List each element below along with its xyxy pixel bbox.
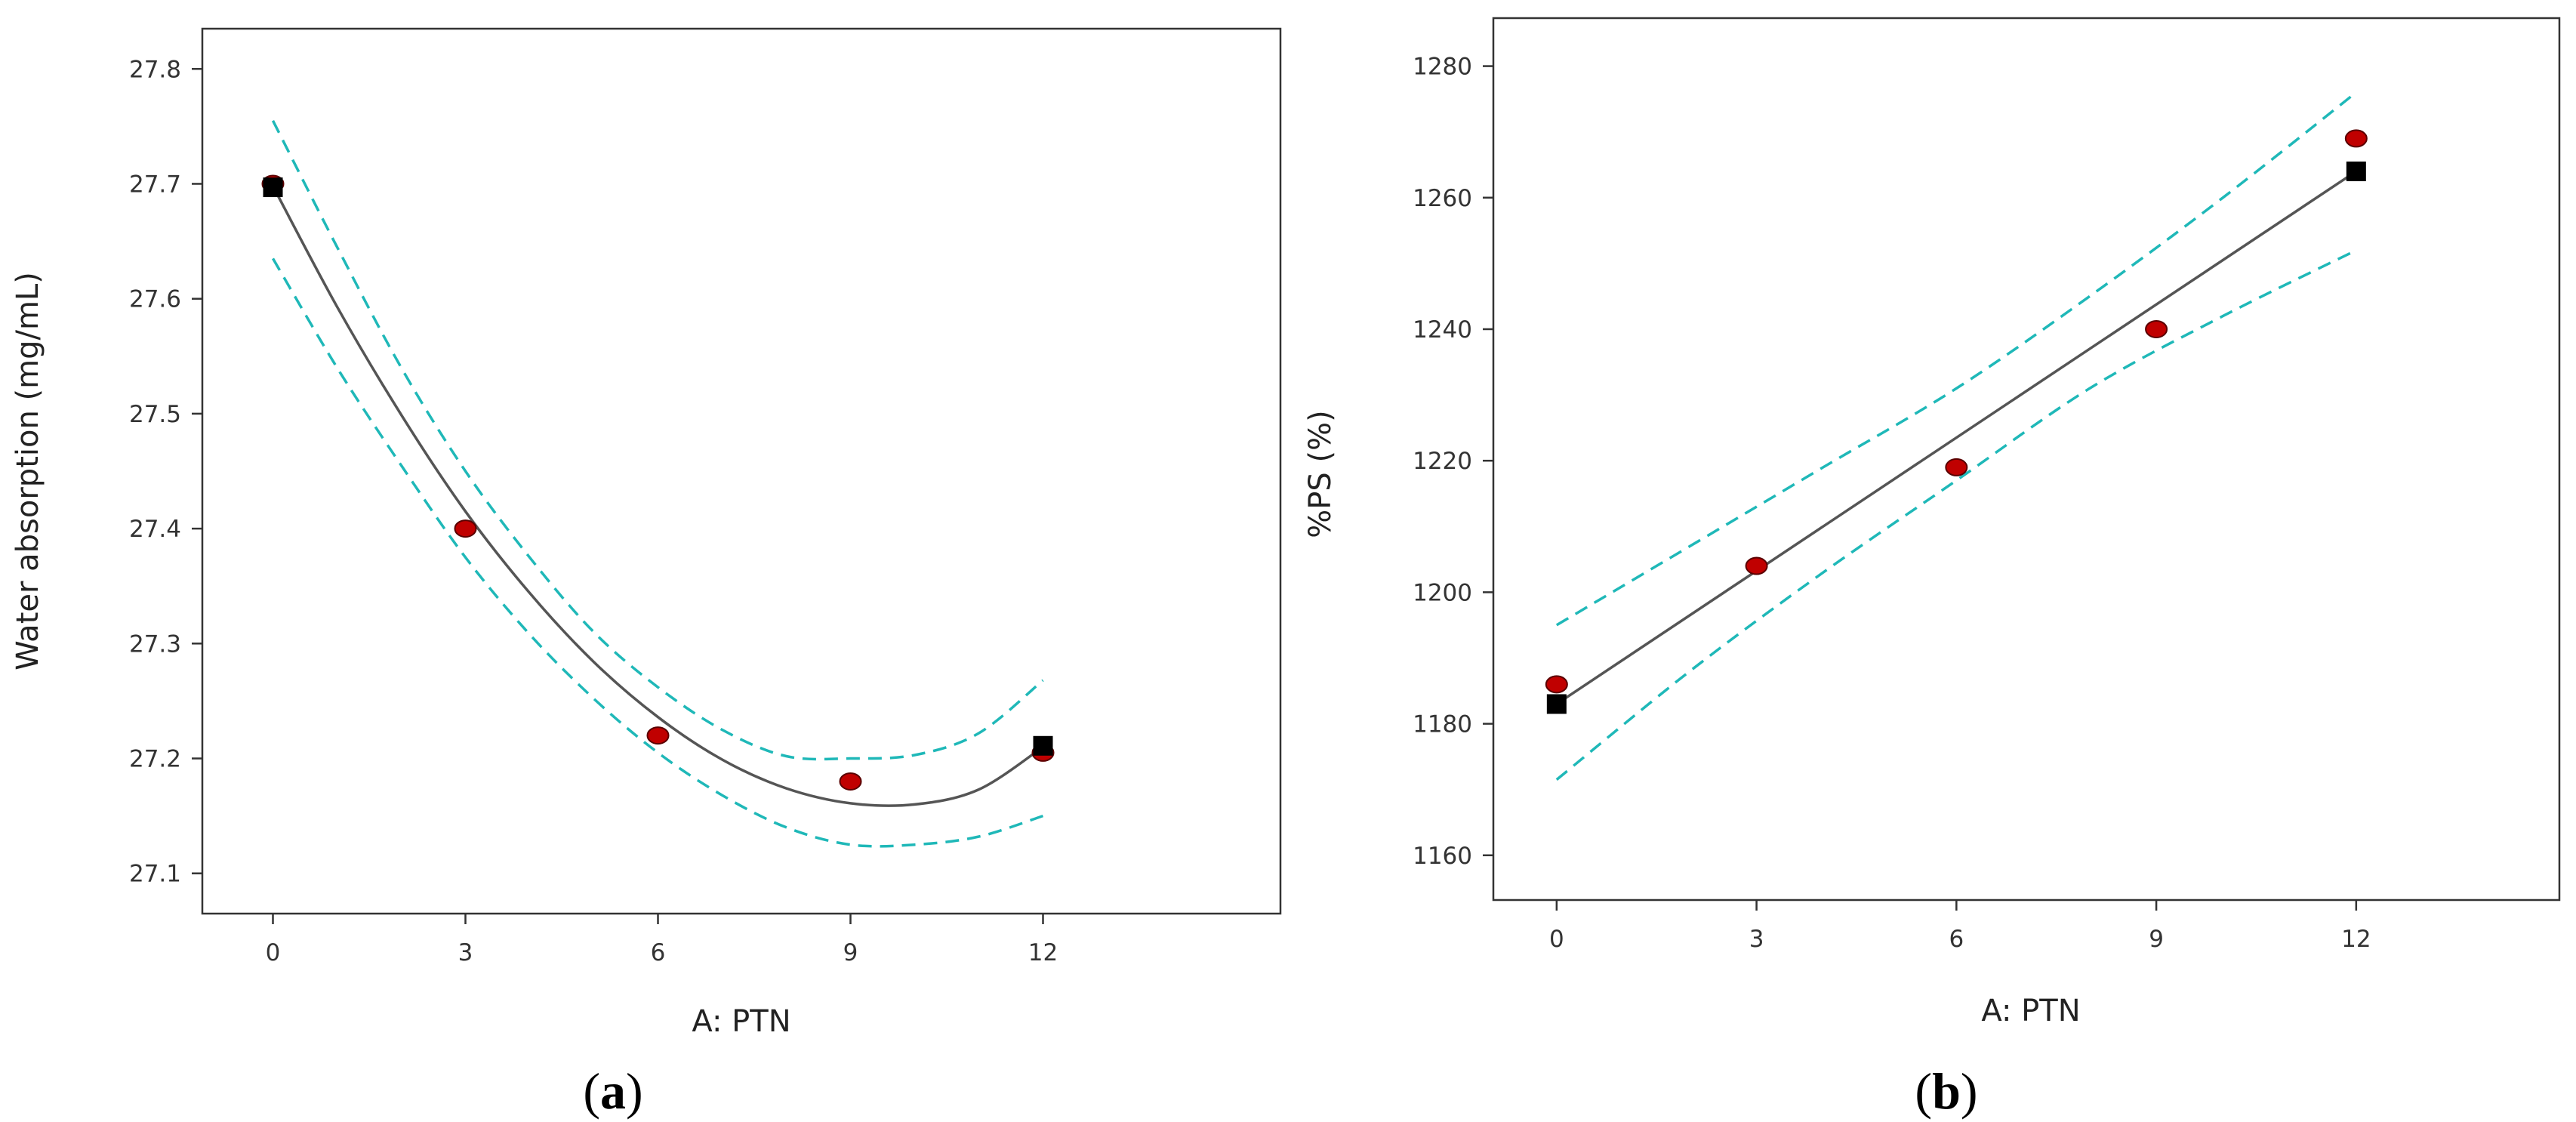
panel-b-ps-chart: 0 3 6 9 12 1160 1180 1200 1220 1240 1260 1280 A: PT… (1303, 17, 2561, 1120)
x-tick-label: 0 (1549, 926, 1564, 953)
actual-point (1945, 458, 1968, 476)
panel-label-close: ) (1961, 1062, 1978, 1120)
actual-point (1545, 675, 1568, 694)
panel-label-open: ( (1915, 1062, 1932, 1120)
axis-ticks: 0 3 6 9 12 1160 1180 1200 1220 1240 1260 1280 (1413, 54, 2371, 953)
x-tick-label: 9 (843, 939, 858, 966)
x-tick-label: 3 (1749, 926, 1764, 953)
predicted-marker (1033, 735, 1053, 756)
y-axis-label: Water absorption (mg/mL) (11, 272, 45, 670)
panel-label-letter: a (600, 1062, 626, 1120)
y-tick-label: 27.4 (129, 516, 181, 543)
x-tick-label: 12 (2341, 926, 2371, 953)
y-axis-label: %PS (%) (1303, 410, 1338, 538)
predicted-marker (1546, 694, 1567, 714)
x-tick-label: 6 (651, 939, 666, 966)
x-tick-label: 9 (2149, 926, 2164, 953)
lower-confidence-band (1555, 248, 2357, 781)
x-axis-label: A: PTN (692, 1004, 790, 1039)
y-tick-label: 1280 (1413, 54, 1472, 81)
y-tick-label: 1220 (1413, 448, 1472, 475)
panel-label-close: ) (626, 1062, 643, 1120)
actual-point (839, 772, 862, 791)
actual-point (454, 519, 477, 538)
panel-label-letter: b (1932, 1062, 1961, 1120)
y-tick-label: 1260 (1413, 185, 1472, 212)
y-tick-label: 27.5 (129, 401, 181, 428)
upper-confidence-band (271, 120, 1044, 761)
actual-point (2344, 129, 2368, 148)
x-tick-label: 0 (266, 939, 281, 966)
predicted-marker (263, 177, 283, 198)
panel-label: (a) (583, 1062, 642, 1120)
lower-confidence-band (271, 257, 1044, 848)
y-tick-label: 27.7 (129, 171, 181, 198)
panel-a-water-absorption-chart: 0 3 6 9 12 27.1 27.2 27.3 27.4 27.5 27.6 27.7 27.8 A… (11, 27, 1282, 1120)
predicted-marker (2346, 161, 2366, 181)
fit-line-group (1555, 170, 2357, 705)
actual-point (2145, 319, 2168, 338)
panel-label-open: ( (583, 1062, 600, 1120)
predicted-markers (263, 177, 1053, 756)
axis-ticks: 0 3 6 9 12 27.1 27.2 27.3 27.4 27.5 27.6 27.7 27.8 (129, 56, 1058, 966)
plot-frame (1492, 17, 2561, 902)
y-tick-label: 27.8 (129, 56, 181, 83)
y-tick-label: 1160 (1413, 843, 1472, 870)
fit-line (1555, 170, 2357, 705)
confidence-bands (1555, 91, 2357, 781)
confidence-bands (271, 120, 1044, 848)
panel-label: (b) (1915, 1062, 1977, 1120)
y-tick-label: 27.6 (129, 286, 181, 313)
x-tick-label: 3 (458, 939, 473, 966)
fit-line-group (271, 185, 1044, 807)
actual-point (646, 726, 670, 745)
y-tick-label: 27.3 (129, 630, 181, 658)
actual-point (1745, 556, 1768, 575)
predicted-markers (1546, 161, 2366, 714)
y-tick-label: 1180 (1413, 711, 1472, 738)
y-tick-label: 1200 (1413, 579, 1472, 606)
plot-frame (201, 27, 1282, 915)
fit-line (271, 185, 1044, 807)
x-axis-label: A: PTN (1981, 994, 2080, 1028)
x-tick-label: 6 (1949, 926, 1964, 953)
upper-confidence-band (1555, 91, 2357, 627)
actual-points (1545, 129, 2368, 694)
x-tick-label: 12 (1028, 939, 1058, 966)
y-tick-label: 1240 (1413, 316, 1472, 344)
y-tick-label: 27.1 (129, 861, 181, 888)
y-tick-label: 27.2 (129, 746, 181, 773)
